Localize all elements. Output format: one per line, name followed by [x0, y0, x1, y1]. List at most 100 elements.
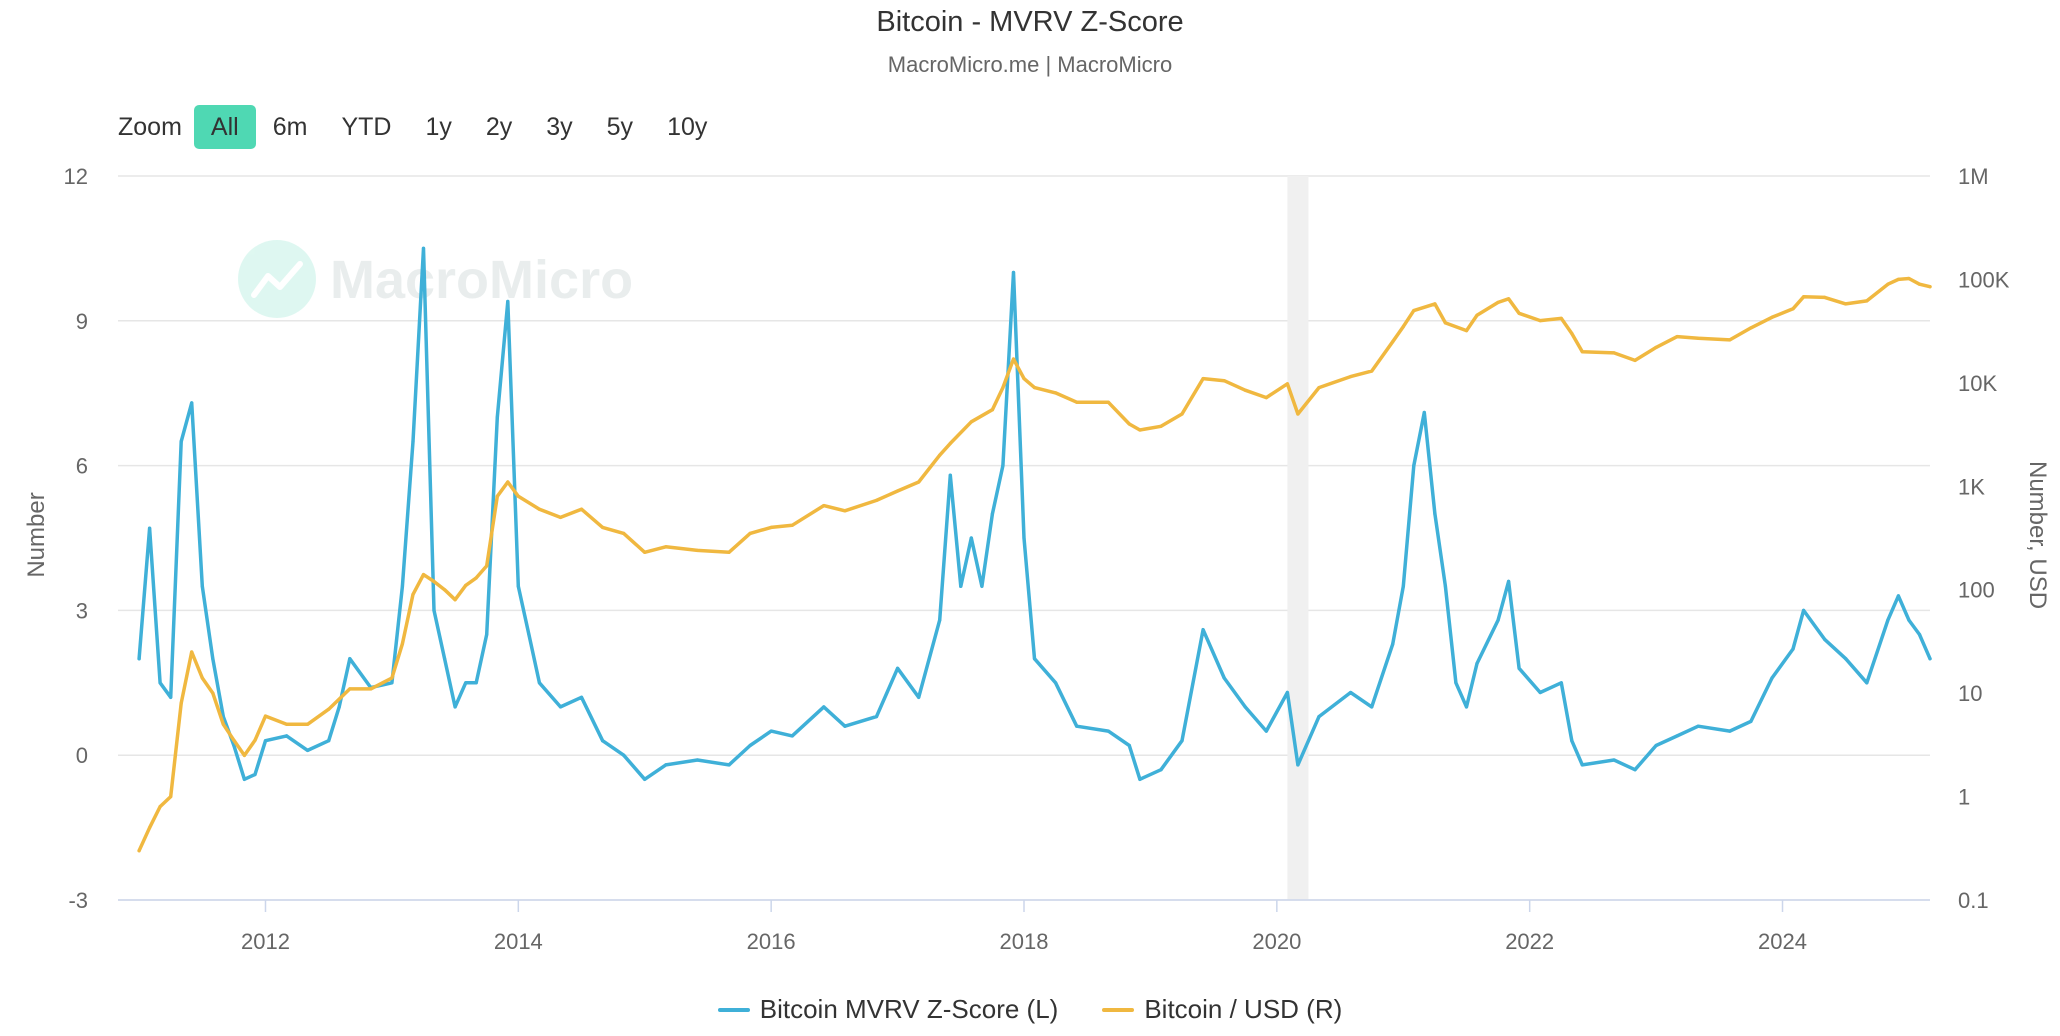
data-point-btc: [1296, 412, 1300, 416]
data-point-mvrv: [179, 439, 183, 444]
data-point-mvrv: [1075, 724, 1079, 728]
zoom-1y-button[interactable]: 1y: [425, 113, 452, 141]
data-point-mvrv: [506, 299, 510, 304]
data-point-mvrv: [938, 618, 942, 622]
data-point-mvrv: [1138, 777, 1142, 781]
data-point-mvrv: [1401, 584, 1405, 588]
data-point-mvrv: [232, 743, 236, 748]
data-point-mvrv: [306, 748, 310, 753]
data-point-mvrv: [1454, 681, 1458, 685]
data-point-mvrv: [643, 777, 647, 781]
data-point-btc: [400, 642, 404, 646]
data-point-btc: [200, 676, 204, 680]
zoom-2y-button[interactable]: 2y: [485, 113, 513, 141]
data-point-btc: [896, 489, 900, 493]
data-point-mvrv: [253, 772, 257, 777]
data-point-mvrv: [200, 584, 204, 588]
zoom-3y-button[interactable]: 3y: [546, 113, 573, 141]
data-point-btc: [485, 564, 489, 568]
data-point-btc: [232, 738, 236, 742]
data-point-btc: [1001, 386, 1005, 390]
data-point-mvrv: [411, 439, 415, 444]
data-point-mvrv: [327, 739, 331, 743]
data-point-mvrv: [822, 705, 826, 709]
legend-label-btc: Bitcoin / USD (R): [1144, 994, 1343, 1024]
data-point-mvrv: [337, 705, 341, 709]
zoom-6m-button[interactable]: 6m: [272, 113, 308, 141]
data-point-btc: [1496, 300, 1500, 304]
data-point-btc: [179, 701, 183, 705]
data-point-mvrv: [664, 763, 668, 767]
data-point-mvrv: [601, 739, 605, 743]
zoom-10y-button[interactable]: 10y: [667, 113, 708, 141]
data-point-mvrv: [1106, 729, 1110, 733]
data-point-mvrv: [579, 695, 584, 699]
y-right-tick-label: 10: [1958, 681, 1982, 706]
data-point-btc: [1011, 357, 1016, 361]
data-point-btc: [748, 531, 752, 536]
data-point-btc: [790, 523, 794, 527]
data-point-mvrv: [400, 584, 404, 588]
data-point-mvrv: [148, 526, 152, 530]
data-point-btc: [1517, 311, 1521, 315]
watermark: MacroMicro: [238, 240, 633, 318]
data-point-btc: [1412, 309, 1416, 313]
data-point-mvrv: [896, 666, 900, 670]
series-line-mvrv[interactable]: [137, 246, 1932, 782]
data-point-mvrv: [285, 734, 289, 738]
data-point-btc: [1928, 285, 1932, 289]
data-point-btc: [327, 707, 331, 711]
legend-swatch-mvrv: [717, 1007, 750, 1012]
data-point-mvrv: [1696, 724, 1700, 728]
data-point-mvrv: [1823, 637, 1827, 642]
zoom-5y-button[interactable]: 5y: [606, 113, 634, 141]
data-point-btc: [695, 548, 700, 553]
data-point-mvrv: [1422, 410, 1426, 415]
data-point-btc: [1612, 351, 1616, 355]
data-point-btc: [242, 753, 246, 758]
data-point-btc: [579, 507, 584, 511]
zoom-all-button[interactable]: All: [193, 105, 256, 149]
data-point-mvrv: [1907, 618, 1911, 622]
data-point-btc: [190, 650, 194, 654]
data-point-btc: [664, 545, 668, 549]
data-point-mvrv: [1844, 657, 1848, 661]
data-point-btc: [1391, 340, 1395, 344]
legend-item-btc[interactable]: Bitcoin / USD (R): [1102, 994, 1342, 1025]
y-right-tick-label: 1M: [1958, 164, 1989, 189]
zoom-ytd-button[interactable]: YTD: [341, 113, 392, 141]
data-point-btc: [369, 687, 373, 691]
series-line-btc[interactable]: [137, 276, 1932, 853]
data-point-mvrv: [1917, 632, 1922, 637]
data-point-btc: [443, 588, 447, 592]
data-point-mvrv: [169, 695, 173, 699]
data-point-btc: [1127, 422, 1131, 426]
y-right-tick-label: 10K: [1958, 371, 1997, 396]
y-left-tick-label: -3: [68, 888, 88, 913]
data-point-mvrv: [158, 681, 162, 685]
data-point-btc: [432, 579, 436, 584]
data-point-mvrv: [1011, 270, 1016, 275]
data-point-btc: [948, 441, 952, 445]
data-point-btc: [421, 573, 426, 577]
data-point-mvrv: [1317, 715, 1321, 719]
data-point-mvrv: [1201, 628, 1205, 632]
data-point-btc: [1802, 295, 1806, 299]
data-point-btc: [1443, 321, 1447, 325]
data-point-mvrv: [137, 657, 141, 661]
data-point-btc: [1580, 350, 1584, 354]
data-point-btc: [1770, 315, 1774, 319]
data-point-btc: [1559, 316, 1563, 320]
data-point-mvrv: [263, 739, 268, 743]
data-point-mvrv: [1886, 618, 1890, 622]
data-point-mvrv: [1580, 763, 1584, 767]
y-right-axis-title: Number, USD: [2024, 461, 2051, 609]
data-point-btc: [1075, 400, 1079, 404]
y-right-tick-label: 1K: [1958, 474, 1985, 499]
watermark-logo-chart-icon: [251, 261, 303, 298]
shaded-band: [1287, 176, 1309, 900]
data-point-mvrv: [464, 681, 468, 685]
data-point-btc: [843, 509, 847, 513]
watermark-logo-icon: [238, 240, 316, 318]
legend-item-mvrv[interactable]: Bitcoin MVRV Z-Score (L): [717, 994, 1058, 1025]
